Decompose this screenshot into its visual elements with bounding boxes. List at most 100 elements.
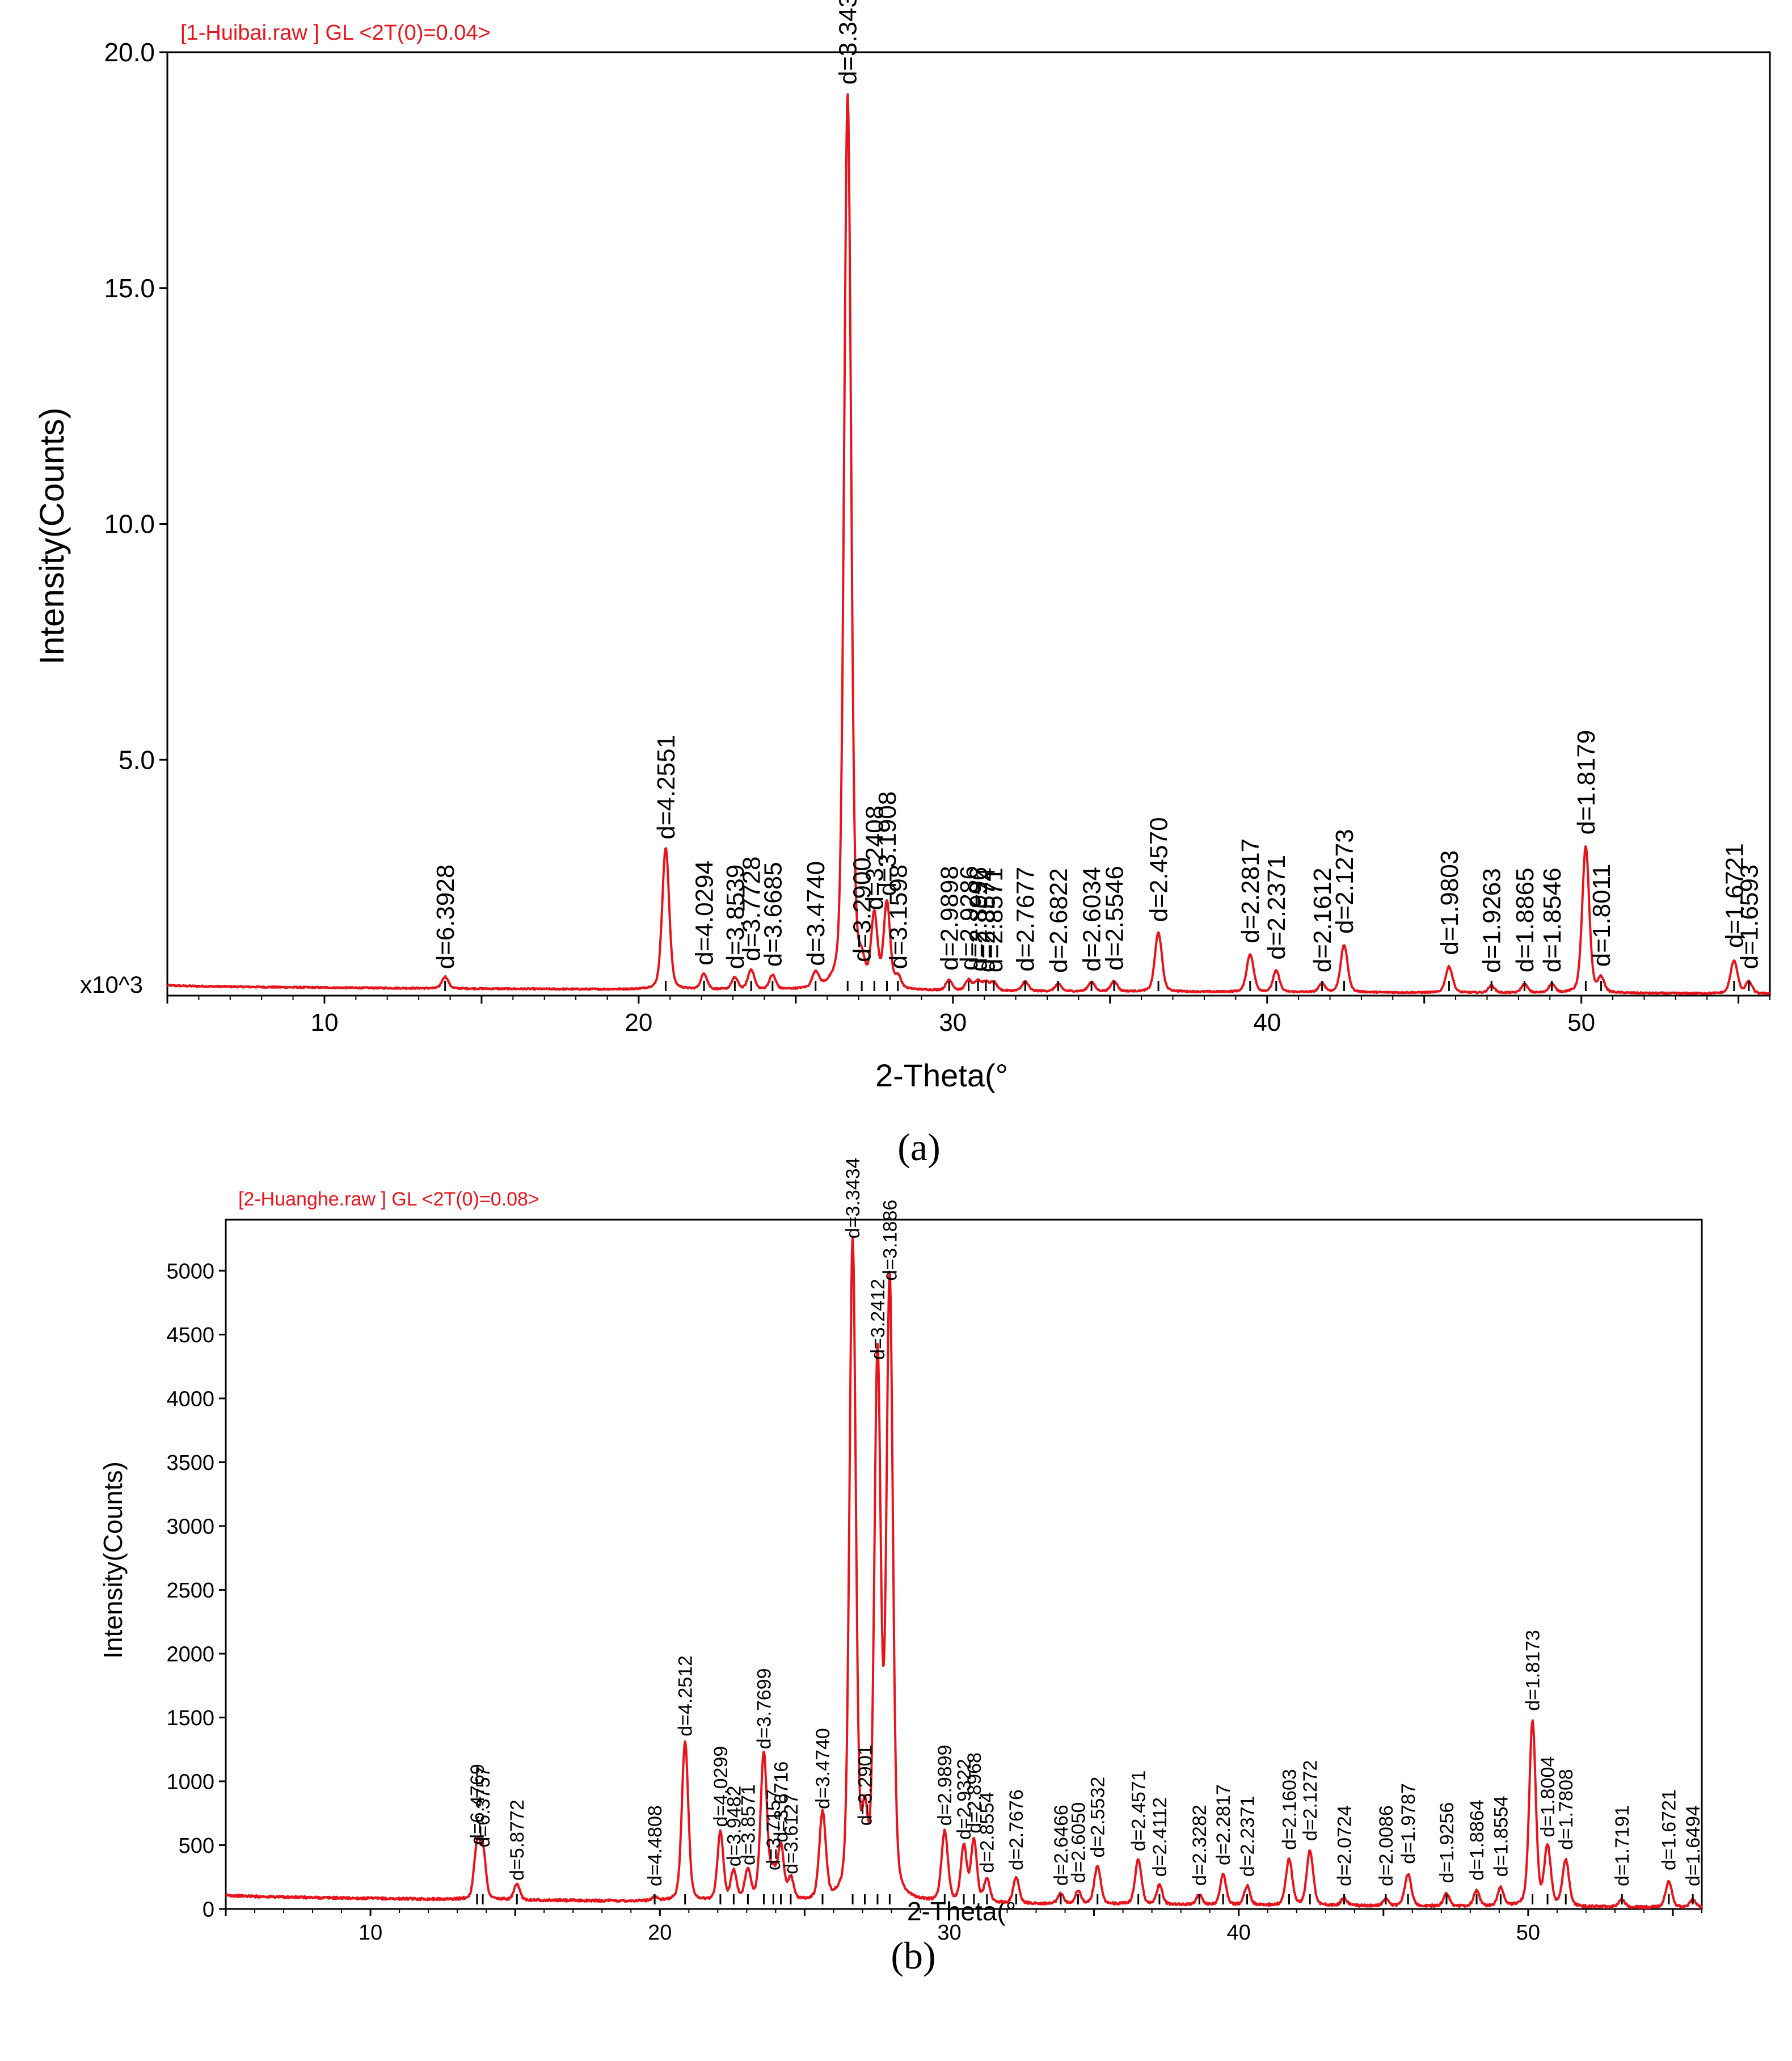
panel-a-peak-label: d=1.9263 [1478,868,1506,973]
panel-a-peak-label: d=1.8546 [1538,867,1566,972]
panel-a-x-tick-label: 20 [625,1009,652,1036]
panel-a-file-header: [1-Huibai.raw ] GL <2T(0)=0.04> [180,21,491,45]
panel-b-y-tick-label: 5000 [166,1259,214,1283]
panel-a-peak-label: d=3.2900 [849,857,876,962]
panel-a-peak-label: d=3.4740 [802,861,830,966]
panel-b-file-header: [2-Huanghe.raw ] GL <2T(0)=0.08> [238,1188,539,1210]
panel-b-x-tick-label: 20 [648,1921,672,1945]
panel-b-y-tick-label: 500 [179,1834,214,1858]
panel-b-x-tick-label: 40 [1227,1921,1251,1945]
panel-b-peak-label: d=1.9256 [1436,1802,1458,1883]
panel-a-y-tick-label: 20.0 [104,37,155,67]
panel-b-peak-label: d=1.8554 [1490,1796,1512,1877]
panel-b-peak-label: d=2.2817 [1213,1784,1234,1865]
panel-a-y-tick-label: 5.0 [119,745,155,774]
panel-b-peak-label: d=2.3282 [1189,1805,1211,1886]
panel-a-peak-label: d=3.2408 [861,806,889,911]
panel-a-x-tick-label: 50 [1567,1009,1595,1036]
panel-b-peak-label: d=2.2371 [1237,1796,1258,1877]
panel-a-peak-label: d=4.0294 [691,861,719,966]
panel-a-peak-label: d=2.8996 [965,867,993,972]
panel-a-peak-label: d=2.9286 [955,866,983,971]
panel-b-peak-label: d=3.6716 [771,1761,792,1843]
panel-a-x-tick-label: 30 [939,1009,967,1036]
panel-b-peak-label: d=3.7699 [753,1668,775,1750]
panel-b-y-axis-title: Intensity(Counts) [98,1461,128,1659]
panel-b-y-tick-label: 3000 [166,1515,214,1539]
panel-a-peak-label: d=2.9898 [936,866,964,971]
panel-b-peak-label: d=3.4740 [812,1728,834,1809]
panel-a-peak-label: d=2.1612 [1309,867,1336,972]
panel-a-peak-label: d=2.8574 [972,867,1000,972]
panel-a-y-tick-label: 15.0 [104,273,155,303]
panel-b-peak-label: d=2.1272 [1300,1760,1321,1841]
panel-b-y-tick-label: 4000 [166,1387,214,1411]
panel-b-y-tick-label: 1000 [166,1770,214,1794]
panel-b-peak-label: d=5.8772 [507,1799,528,1881]
panel-b-peak-label: d=2.6050 [1068,1802,1089,1883]
panel-b-diffraction-curve [225,1236,1703,1910]
panel-a-peak-label: d=1.6593 [1735,865,1763,970]
panel-b-peak-label: d=2.5532 [1087,1777,1109,1858]
panel-a-peak-label: d=1.9803 [1436,850,1464,955]
panel-a-x-tick-label: 10 [310,1009,338,1036]
panel-a-x-tick-label: 40 [1253,1009,1281,1036]
panel-b-peak-label: d=1.7191 [1612,1805,1633,1886]
panel-b-peak-label: d=1.8004 [1537,1756,1559,1837]
panel-b-peak-label: d=4.0299 [710,1746,732,1827]
panel-b-peak-label: d=2.8968 [964,1752,985,1834]
panel-b-y-tick-label: 2500 [166,1579,214,1603]
panel-b-peak-label: d=1.6721 [1659,1789,1680,1870]
panel-b-peak-label: d=3.9482 [723,1786,745,1867]
panel-a-peak-label: d=4.2551 [652,735,680,840]
panel-a-y-axis-title: Intensity(Counts) [33,407,71,665]
panel-a-peak-label: d=3.1908 [874,791,901,896]
panel-a-peak-label: d=2.6822 [1045,868,1073,973]
panel-b-y-tick-label: 4500 [166,1324,214,1347]
panel-b-label: (b) [891,1934,935,1977]
panel-a-diffraction-curve [166,93,1771,996]
panel-b-peak-label: d=1.6494 [1683,1805,1704,1886]
panel-b-peak-label: d=4.4808 [644,1805,666,1886]
panel-b-peak-label: d=3.3434 [842,1158,864,1239]
panel-a-peak-label: d=2.7677 [1012,867,1040,972]
panel-b-peak-label: d=2.4571 [1128,1771,1150,1852]
panel-a-peak-label: d=2.4570 [1145,817,1173,922]
panel-b-peak-label: d=2.8554 [977,1792,998,1873]
panel-a: [1-Huibai.raw ] GL <2T(0)=0.04> Intensit… [33,0,1771,1169]
panel-b-peak-label: d=3.1886 [879,1200,901,1281]
panel-b-y-tick-label: 1500 [166,1706,214,1730]
panel-b-y-tick-label: 3500 [166,1451,214,1475]
panel-a-peak-label: d=1.8179 [1572,730,1600,835]
panel-b-peak-label: d=3.2412 [867,1279,889,1360]
panel-a-x-axis-title: 2-Theta(° [875,1057,1008,1093]
panel-b-peak-label: d=3.6127 [781,1793,802,1874]
panel-b-peak-label: d=2.0724 [1334,1805,1355,1886]
panel-a-peak-label: d=3.6685 [759,862,787,967]
panel-a-plot-frame [166,51,1771,997]
panel-a-peak-label: d=2.6034 [1078,867,1106,972]
panel-b-peak-label: d=1.7808 [1555,1769,1577,1850]
panel-a-peak-label: d=6.3928 [432,865,459,970]
panel-a-peak-label: d=1.6721 [1721,843,1748,948]
panel-b-peak-label: d=6.4769 [467,1764,488,1845]
panel-a-label: (a) [897,1126,940,1169]
panel-b-plot-frame [225,1219,1703,1910]
panel-a-peak-label: d=2.2371 [1263,855,1291,960]
panel-b-peak-label: d=1.8173 [1522,1630,1544,1711]
panel-a-peak-label: d=2.1273 [1331,829,1359,934]
panel-b-x-tick-label: 50 [1516,1921,1540,1945]
panel-b-peak-label: d=4.2512 [675,1655,697,1737]
panel-b-peak-label: d=2.1603 [1279,1769,1300,1850]
panel-a-peak-label: d=3.8539 [722,865,749,970]
panel-b-y-tick-label: 0 [203,1898,214,1921]
panel-a-peak-label: d=2.8571 [980,867,1008,972]
panel-a-peak-label: d=3.1598 [884,865,912,970]
panel-a-peak-label: d=3.7728 [738,857,766,962]
panel-a-peak-label: d=2.2817 [1237,838,1264,943]
panel-b-y-tick-label: 2000 [166,1642,214,1666]
panel-b-peak-label: d=2.0086 [1376,1805,1397,1886]
panel-a-y-multiplier: x10^3 [80,971,143,998]
panel-b-peak-label: d=6.3757 [473,1767,494,1848]
panel-b-peak-label: d=2.9322 [954,1759,975,1840]
